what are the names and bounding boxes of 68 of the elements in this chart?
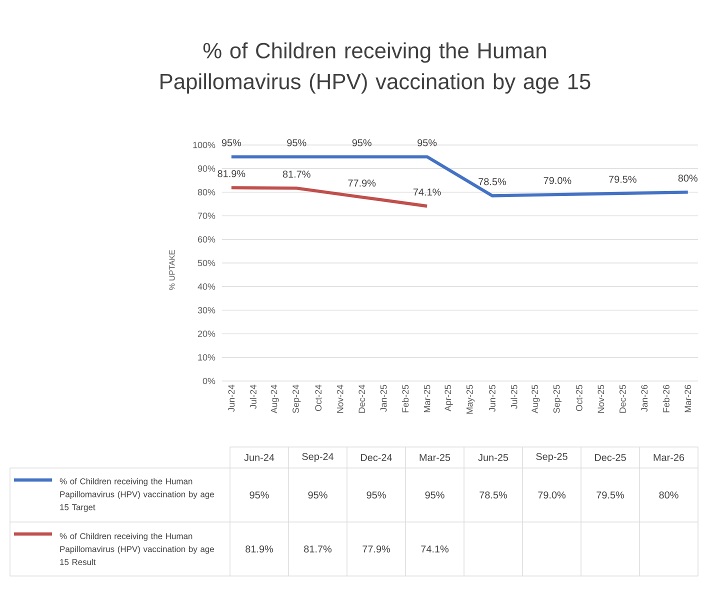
text: 77.9%: [362, 545, 390, 553]
data-label: 81.7%: [282, 170, 310, 178]
text: Sep-25: [536, 452, 568, 462]
y-tick-label: 40%: [198, 283, 216, 290]
legend-label: % of Children receiving the Human Papillomavirus (HPV) vaccination by age 15 Result: [60, 532, 214, 566]
x-tick-label: Feb-25: [402, 384, 409, 412]
x-tick-label: Nov-25: [598, 384, 604, 413]
y-tick-label: 30%: [198, 307, 216, 314]
text: 95%: [425, 491, 444, 499]
x-tick-label: Jun-25: [489, 384, 496, 412]
data-label: 80%: [678, 174, 698, 182]
text: Sep-24: [302, 452, 334, 462]
x-tick-label: Mar-25: [424, 384, 430, 412]
data-label: 78.5%: [478, 178, 506, 186]
data-label: 95%: [418, 139, 437, 146]
text: Jun-24: [244, 454, 274, 462]
x-tick-label: Oct-24: [315, 384, 322, 412]
y-tick-label: 0%: [202, 378, 216, 384]
y-tick-label: 50%: [198, 260, 216, 266]
text: 79.5%: [596, 491, 624, 499]
y-tick-label: 20%: [198, 330, 216, 337]
x-tick-label: Dec-24: [358, 384, 366, 413]
x-tick-label: Feb-26: [662, 384, 670, 412]
x-tick-label: Aug-25: [532, 384, 540, 414]
x-tick-label: Sep-24: [292, 384, 301, 414]
x-tick-label: Oct-25: [576, 384, 582, 412]
x-tick-label: May-25: [466, 384, 475, 414]
x-tick-label: Apr-25: [444, 384, 453, 412]
x-tick-label: Nov-24: [336, 384, 344, 413]
y-tick-label: 10%: [198, 354, 216, 361]
data-label: 95%: [222, 139, 242, 146]
text: 79.0%: [538, 491, 566, 499]
data-label: 77.9%: [348, 180, 376, 187]
text: 74.1%: [421, 546, 449, 552]
x-tick-label: Dec-25: [619, 384, 626, 413]
x-tick-label: Sep-25: [553, 384, 562, 414]
text: 95%: [308, 491, 328, 499]
text: Mar-26: [654, 454, 684, 462]
x-tick-label: Jan-25: [380, 384, 387, 412]
y-tick-label: 80%: [198, 189, 216, 196]
text: Dec-24: [361, 454, 392, 462]
x-tick-label: Jan-26: [641, 384, 648, 412]
text: 78.5%: [480, 491, 508, 499]
x-tick-label: Mar-26: [684, 384, 692, 412]
text: Mar-25: [420, 454, 450, 462]
data-label: 79.5%: [609, 176, 636, 183]
legend-label: % of Children receiving the Human Papillomavirus (HPV) vaccination by age 15 Target: [60, 478, 214, 512]
y-tick-label: 70%: [198, 212, 216, 219]
text: 80%: [659, 491, 678, 499]
y-tick-label: 90%: [198, 165, 216, 172]
x-tick-label: Jun-24: [228, 384, 235, 412]
x-tick-label: Jul-25: [510, 384, 518, 409]
data-label: 95%: [287, 139, 306, 146]
chart-title: % of Children receiving the Human Papillomavirus (HPV) vaccination by age 15: [160, 42, 590, 94]
data-label: 81.9%: [218, 170, 246, 178]
data-label: 79.0%: [544, 176, 572, 184]
y-tick-label: 60%: [198, 236, 216, 243]
data-label: 95%: [352, 139, 372, 146]
text: 81.9%: [246, 545, 274, 553]
text: Dec-25: [595, 454, 626, 462]
text: 95%: [366, 491, 386, 499]
text: 81.7%: [304, 545, 332, 553]
x-tick-label: Jul-24: [250, 384, 256, 409]
text: Jun-25: [478, 454, 508, 462]
x-tick-label: Aug-24: [270, 384, 279, 414]
y-tick-label: 100%: [193, 142, 216, 148]
text: 95%: [250, 491, 269, 499]
data-label: 74.1%: [413, 188, 441, 196]
